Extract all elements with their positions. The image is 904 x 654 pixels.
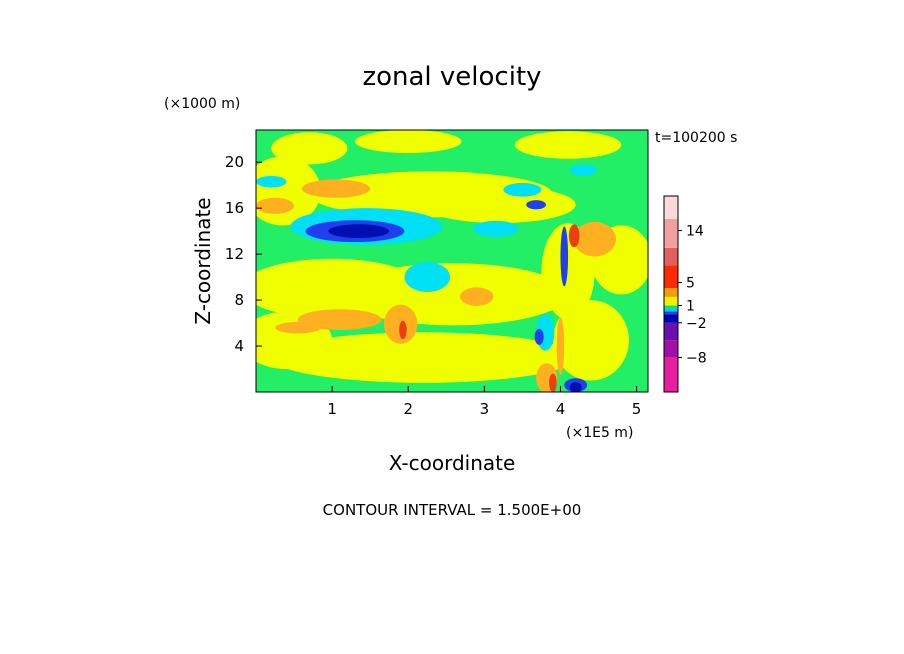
colorbar-band — [664, 296, 678, 306]
contour-region-cyan — [404, 262, 451, 293]
x-tick-label: 2 — [403, 400, 413, 418]
colorbar-band — [664, 340, 678, 358]
colorbar-band — [664, 357, 678, 392]
y-tick-label: 16 — [225, 199, 244, 217]
colorbar-label: 5 — [686, 275, 695, 291]
chart-title: zonal velocity — [362, 62, 541, 92]
x-tick-label: 1 — [327, 400, 337, 418]
colorbar-label: 1 — [686, 299, 695, 315]
contour-region-red — [399, 320, 407, 340]
contour-region-yellow — [271, 132, 348, 165]
time-label: t=100200 s — [655, 130, 737, 146]
contour-region-orange — [459, 287, 494, 306]
contour-region-cyan — [503, 182, 542, 197]
x-tick-label: 3 — [480, 400, 490, 418]
colorbar-band — [664, 288, 678, 297]
x-tick-label: 5 — [632, 400, 642, 418]
colorbar-band — [664, 311, 678, 315]
contour-region-orange — [297, 309, 382, 330]
x-axis-label: X-coordinate — [389, 451, 516, 475]
colorbar-band — [664, 219, 678, 248]
contour-region-red — [549, 373, 557, 392]
y-tick-label: 20 — [225, 153, 244, 171]
contour-region-orange — [256, 197, 295, 214]
contour-interval-note: CONTOUR INTERVAL = 1.500E+00 — [323, 501, 582, 519]
colorbar-label: −2 — [686, 316, 707, 332]
contour-region-yellow — [354, 130, 462, 153]
colorbar-band — [664, 247, 678, 266]
contour-region-red — [568, 224, 580, 248]
y-axis-label: Z-coordinate — [191, 197, 215, 324]
contour-region-blue — [560, 226, 569, 287]
contour-region-yellow — [552, 300, 629, 381]
y-tick-label: 8 — [234, 291, 244, 309]
x-tick-label: 4 — [556, 400, 566, 418]
contour-region-orange — [573, 221, 617, 257]
plot-area — [255, 129, 649, 393]
colorbar-band — [664, 196, 678, 220]
contour-region-yellow — [423, 186, 576, 224]
colorbar-band — [664, 305, 678, 309]
colorbar-label: 14 — [686, 224, 704, 240]
contour-region-dark_blue — [328, 224, 390, 239]
contour-region-orange — [556, 317, 565, 375]
y-tick-label: 12 — [225, 245, 244, 263]
contour-region-cyan — [256, 175, 287, 188]
y-unit-label: (×1000 m) — [164, 96, 240, 112]
contour-region-orange — [301, 179, 371, 198]
contour-region-cyan — [472, 220, 519, 237]
contour-region-dark_blue — [569, 382, 582, 392]
colorbar-frame — [663, 195, 679, 393]
plot-frame — [255, 129, 649, 393]
x-unit-label: (×1E5 m) — [566, 425, 633, 441]
colorbar-label: −8 — [686, 350, 707, 366]
colorbar-band — [664, 265, 678, 289]
contour-region-cyan — [569, 164, 598, 176]
colorbar: 14 5 1−2 −8 — [663, 195, 707, 393]
colorbar-band — [664, 322, 678, 341]
colorbar-band — [664, 308, 678, 312]
contour-region-blue — [534, 328, 544, 345]
colorbar-band — [664, 314, 678, 323]
contour-region-yellow — [514, 131, 622, 159]
contour-region-orange — [275, 321, 321, 334]
contour-region-yellow — [271, 332, 576, 383]
x-axis: 1 2 3 4 5 — [327, 386, 641, 418]
y-tick-label: 4 — [234, 337, 244, 355]
contour-region-blue — [526, 200, 547, 210]
y-axis: 4 8 12 16 20 — [225, 153, 262, 355]
